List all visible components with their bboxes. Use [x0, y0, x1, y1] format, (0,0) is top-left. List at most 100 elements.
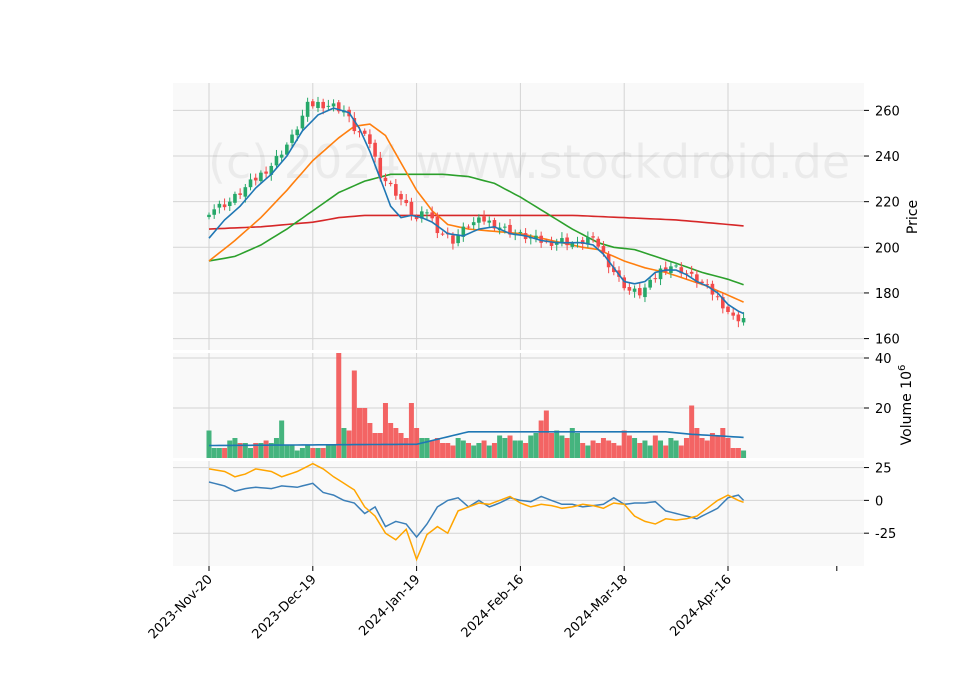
volume-bar — [211, 448, 217, 458]
candle-body — [435, 216, 440, 234]
volume-bar — [725, 438, 731, 458]
candle-body — [394, 184, 398, 196]
candle-body — [425, 212, 429, 214]
volume-bar — [517, 440, 523, 458]
candle-body — [721, 297, 725, 309]
volume-bar — [632, 438, 638, 458]
volume-bar — [331, 445, 337, 458]
volume-bar — [569, 428, 575, 458]
volume-bar — [403, 438, 409, 458]
volume-bar — [284, 445, 290, 458]
volume-bar — [533, 433, 539, 458]
candle-body — [316, 101, 320, 108]
candle-body — [565, 237, 569, 246]
candle-body — [601, 246, 606, 253]
candle-body — [357, 131, 362, 133]
volume-bar — [652, 435, 658, 458]
candle-body — [414, 216, 419, 220]
price-gridlines — [173, 83, 864, 350]
volume-bar — [232, 438, 238, 458]
volume-bar — [460, 440, 466, 458]
candle-body — [503, 226, 507, 228]
volume-bar — [611, 443, 617, 458]
volume-bar — [320, 448, 326, 458]
volume-bar — [735, 448, 741, 458]
y-tick-label: 0 — [875, 494, 883, 509]
volume-bar — [310, 448, 316, 458]
volume-bar — [289, 445, 295, 458]
volume-bar — [315, 448, 321, 458]
y-tick-label: 160 — [875, 333, 900, 348]
volume-bar — [559, 435, 565, 458]
volume-bar — [382, 403, 388, 458]
volume-bar — [595, 443, 601, 458]
candle-body — [539, 235, 543, 243]
volume-bar — [626, 435, 632, 458]
volume-bar — [741, 450, 747, 458]
candle-body — [632, 288, 637, 292]
volume-bar — [715, 435, 721, 458]
candle-body — [482, 216, 486, 222]
volume-bar — [642, 440, 648, 458]
volume-bar — [227, 440, 233, 458]
volume-bar — [268, 443, 274, 458]
volume-bar — [512, 440, 518, 458]
volume-bar — [299, 448, 305, 458]
volume-bar — [580, 443, 586, 458]
volume-bar — [471, 445, 477, 458]
candle-body — [736, 314, 741, 322]
candle-body — [560, 238, 564, 244]
candle-body — [248, 179, 253, 188]
candle-body — [570, 243, 575, 247]
volume-bars — [206, 353, 747, 458]
candle-body — [419, 211, 424, 219]
candle-body — [622, 277, 626, 289]
volume-bar — [445, 443, 451, 458]
ma-fast-group — [208, 107, 744, 315]
volume-bar — [248, 448, 254, 458]
volume-bar — [222, 448, 228, 458]
y-tick-label: -25 — [875, 527, 896, 542]
candle-body — [534, 235, 538, 240]
oscillator-line — [208, 481, 745, 539]
volume-bar — [699, 438, 705, 458]
volume-bar — [341, 428, 347, 458]
candle-body — [399, 194, 403, 200]
candle-body — [471, 222, 476, 226]
candle-body — [217, 203, 222, 208]
volume-bar — [357, 408, 363, 458]
volume-axis-label-text: Volume 10 — [899, 371, 915, 445]
ma-slow-line — [208, 173, 744, 286]
volume-bar — [621, 430, 627, 458]
volume-bar — [491, 443, 497, 458]
candle-body — [388, 182, 393, 185]
candle-body — [508, 224, 512, 235]
candle-body — [253, 177, 258, 181]
volume-bar — [616, 445, 622, 458]
candle-body — [466, 226, 471, 228]
y-tick-label: 180 — [875, 287, 900, 302]
candle-body — [430, 212, 434, 219]
ma-long-group — [208, 214, 744, 230]
y-tick-label: 25 — [875, 462, 892, 477]
volume-bar — [600, 438, 606, 458]
volume-bar — [668, 438, 674, 458]
candle-body — [518, 231, 523, 233]
candle-body — [362, 130, 367, 134]
volume-bar — [585, 445, 591, 458]
candle-body — [207, 214, 211, 218]
volume-bar — [574, 433, 580, 458]
volume-bar — [325, 445, 331, 458]
candle-body — [305, 101, 310, 117]
volume-bar — [683, 438, 689, 458]
candle-body — [300, 115, 305, 129]
volume-bar — [419, 438, 425, 458]
ma-fast-line — [208, 107, 744, 315]
volume-bar — [398, 433, 404, 458]
candle-body — [321, 101, 325, 109]
volume-bar — [273, 438, 279, 458]
volume-bar — [678, 445, 684, 458]
volume-bar — [351, 370, 357, 458]
volume-bar — [637, 443, 643, 458]
candle-body — [451, 235, 455, 244]
